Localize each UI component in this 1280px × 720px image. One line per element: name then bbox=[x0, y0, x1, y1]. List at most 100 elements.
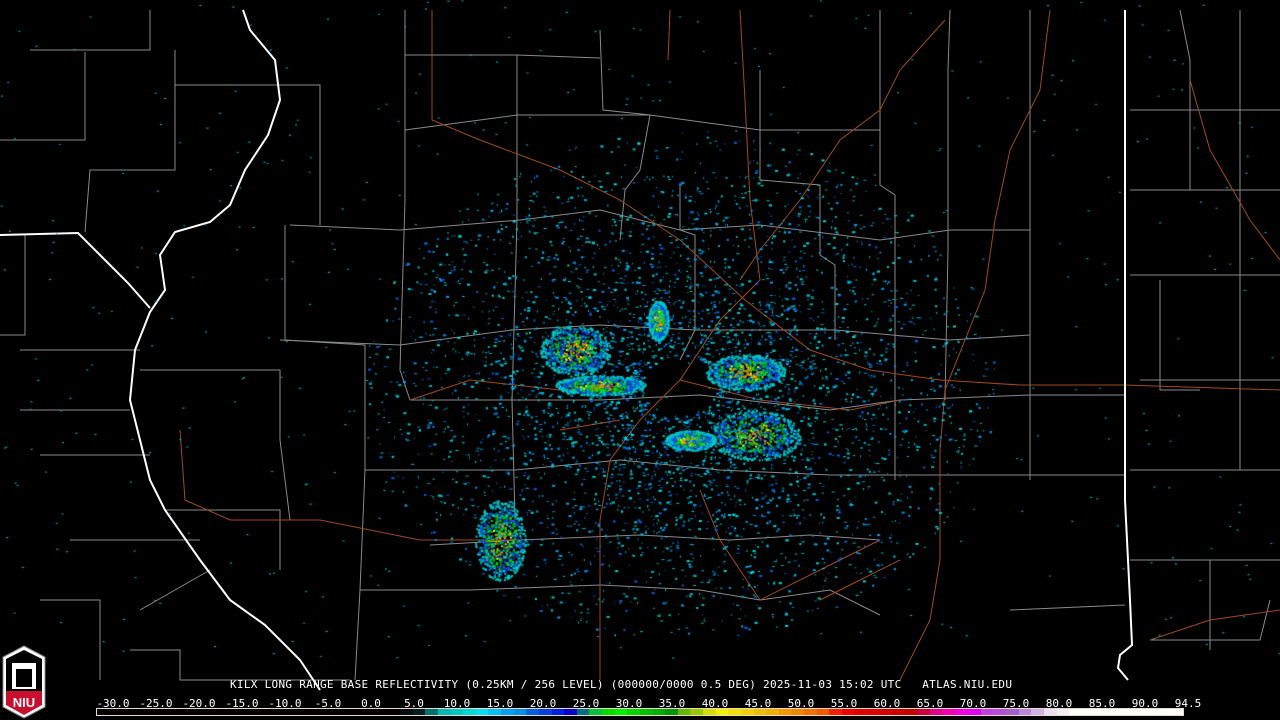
colorbar-labels: -30.0 -25.0 -20.0 -15.0 -10.0 -5.0 0.0 5.0 10.0 1… bbox=[0, 697, 1280, 710]
colorbar-swatch bbox=[602, 709, 615, 715]
colorbar-swatch bbox=[160, 709, 173, 715]
colorbar-swatch bbox=[261, 709, 274, 715]
colorbar-swatch bbox=[273, 709, 287, 715]
colorbar-swatch bbox=[223, 709, 236, 715]
colorbar-swatch bbox=[425, 709, 438, 715]
colorbar-swatch bbox=[639, 709, 653, 715]
colorbar-swatch bbox=[854, 709, 868, 715]
colorbar-label: 30.0 bbox=[615, 697, 643, 710]
colorbar-swatch bbox=[311, 709, 325, 715]
colorbar-swatch bbox=[905, 709, 918, 715]
colorbar-swatch bbox=[210, 709, 224, 715]
colorbar-label: 35.0 bbox=[658, 697, 686, 710]
colorbar-swatch bbox=[1018, 709, 1032, 715]
colorbar-swatch bbox=[1081, 709, 1095, 715]
colorbar-swatch bbox=[387, 709, 400, 715]
colorbar-swatch bbox=[122, 709, 135, 715]
colorbar-swatch bbox=[299, 709, 312, 715]
colorbar-swatch bbox=[955, 709, 969, 715]
colorbar-swatch bbox=[1170, 709, 1183, 715]
colorbar-swatch bbox=[147, 709, 161, 715]
colorbar-swatch bbox=[109, 709, 123, 715]
colorbar-label: 15.0 bbox=[486, 697, 514, 710]
colorbar-label: 75.0 bbox=[1002, 697, 1030, 710]
colorbar-swatch bbox=[1107, 709, 1120, 715]
colorbar-swatch bbox=[336, 709, 350, 715]
colorbar-swatch bbox=[690, 709, 703, 715]
colorbar-label: 94.5 bbox=[1174, 697, 1202, 710]
colorbar-label: 50.0 bbox=[787, 697, 815, 710]
colorbar-swatch bbox=[1043, 709, 1057, 715]
niu-logo: NIU bbox=[2, 645, 46, 719]
colorbar-swatch bbox=[564, 709, 577, 715]
colorbar-swatch bbox=[867, 709, 880, 715]
colorbar-swatch bbox=[917, 709, 931, 715]
colorbar-label: 90.0 bbox=[1131, 697, 1159, 710]
colorbar-swatch bbox=[804, 709, 817, 715]
colorbar-swatch bbox=[1157, 709, 1171, 715]
colorbar-swatch bbox=[627, 709, 640, 715]
colorbar-swatch bbox=[968, 709, 981, 715]
colorbar-label: -10.0 bbox=[268, 697, 302, 710]
colorbar-label: 85.0 bbox=[1088, 697, 1116, 710]
colorbar-swatch bbox=[324, 709, 337, 715]
colorbar-swatch bbox=[1144, 709, 1158, 715]
colorbar-swatch bbox=[475, 709, 489, 715]
colorbar-swatch bbox=[778, 709, 792, 715]
colorbar-swatch bbox=[1056, 709, 1070, 715]
colorbar-label: 10.0 bbox=[443, 697, 471, 710]
colorbar-swatch bbox=[1094, 709, 1107, 715]
colorbar-swatch bbox=[715, 709, 729, 715]
colorbar-swatch bbox=[349, 709, 363, 715]
colorbar-swatch bbox=[614, 709, 628, 715]
colorbar-swatch bbox=[753, 709, 767, 715]
colorbar-swatch bbox=[198, 709, 211, 715]
colorbar-swatch bbox=[501, 709, 514, 715]
colorbar-swatch bbox=[134, 709, 148, 715]
colorbar-swatch bbox=[538, 709, 552, 715]
colorbar-label: 65.0 bbox=[916, 697, 944, 710]
colorbar-swatch bbox=[930, 709, 943, 715]
colorbar-swatch bbox=[589, 709, 602, 715]
colorbar-label: 5.0 bbox=[404, 697, 424, 710]
colorbar-swatch bbox=[677, 709, 691, 715]
colorbar-label: -30.0 bbox=[96, 697, 130, 710]
colorbar-swatch bbox=[728, 709, 741, 715]
colorbar-swatch bbox=[1031, 709, 1044, 715]
colorbar-label: -5.0 bbox=[314, 697, 342, 710]
colorbar-swatch bbox=[412, 709, 426, 715]
colorbar-swatch bbox=[374, 709, 388, 715]
colorbar-label: 40.0 bbox=[701, 697, 729, 710]
colorbar-label: 25.0 bbox=[572, 697, 600, 710]
colorbar-swatch bbox=[488, 709, 501, 715]
colorbar-label: 20.0 bbox=[529, 697, 557, 710]
colorbar-label: 70.0 bbox=[959, 697, 987, 710]
colorbar-swatch bbox=[980, 709, 994, 715]
colorbar-swatch bbox=[463, 709, 476, 715]
colorbar-swatch bbox=[791, 709, 804, 715]
colorbar-swatch bbox=[740, 709, 754, 715]
colorbar-swatch bbox=[362, 709, 375, 715]
colorbar-swatch bbox=[829, 709, 842, 715]
colorbar-swatch bbox=[993, 709, 1006, 715]
colorbar-label: 60.0 bbox=[873, 697, 901, 710]
colorbar-swatch bbox=[450, 709, 464, 715]
colorbar-swatch bbox=[286, 709, 299, 715]
colorbar-swatch bbox=[766, 709, 779, 715]
colorbar-swatch bbox=[576, 709, 590, 715]
colorbar-swatch bbox=[1119, 709, 1133, 715]
colorbar-label: -20.0 bbox=[182, 697, 216, 710]
colorbar-swatch bbox=[816, 709, 830, 715]
logo-text: NIU bbox=[13, 695, 35, 710]
colorbar-swatch bbox=[513, 709, 527, 715]
colorbar-swatch bbox=[172, 709, 186, 715]
colorbar-swatch bbox=[526, 709, 539, 715]
colorbar-swatch bbox=[942, 709, 956, 715]
colorbar-label: 45.0 bbox=[744, 697, 772, 710]
colorbar-swatch bbox=[665, 709, 678, 715]
colorbar-label: 55.0 bbox=[830, 697, 858, 710]
colorbar-swatch bbox=[437, 709, 451, 715]
colorbar-label: 0.0 bbox=[361, 697, 381, 710]
